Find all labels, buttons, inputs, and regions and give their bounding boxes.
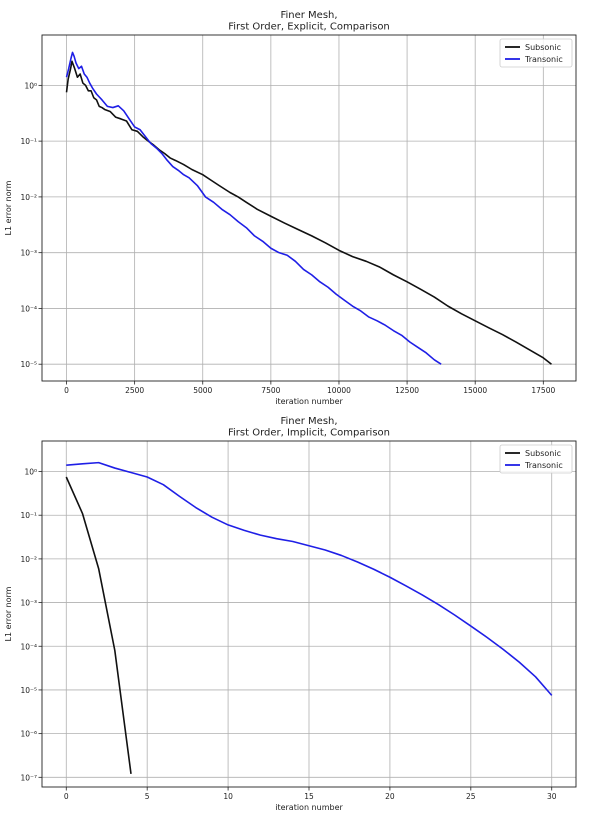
x-tick-label: 10000 [327,386,351,395]
x-tick-label: 0 [64,792,69,801]
x-tick-label: 5000 [193,386,212,395]
y-axis-label: L1 error norm [4,180,13,235]
x-tick-label: 15 [304,792,314,801]
y-tick-label: 10⁰ [24,468,37,477]
y-tick-label: 10⁻⁷ [20,773,37,782]
x-axis-label: iteration number [275,803,343,812]
y-tick-label: 10⁻¹ [20,511,37,520]
x-tick-label: 20 [385,792,395,801]
y-tick-label: 10⁻³ [20,249,37,258]
y-tick-label: 10⁰ [24,81,37,90]
chart-1: Finer Mesh,First Order, Explicit, Compar… [4,10,577,406]
chart-title-line: Finer Mesh, [280,10,337,21]
axes-frame [41,440,577,788]
legend-box [499,444,573,474]
chart-title-line: First Order, Implicit, Comparison [228,428,390,439]
chart-2: Finer Mesh,First Order, Implicit, Compar… [4,416,577,812]
x-tick-label: 25 [466,792,476,801]
legend-label: Transonic [524,461,563,470]
legend-label: Transonic [524,55,563,64]
x-tick-label: 2500 [125,386,144,395]
x-axis-label: iteration number [275,397,343,406]
y-tick-label: 10⁻⁴ [20,642,37,651]
x-tick-label: 7500 [261,386,280,395]
chart-title-line: First Order, Explicit, Comparison [228,22,390,33]
y-tick-label: 10⁻⁶ [20,730,37,739]
y-tick-label: 10⁻⁵ [20,360,37,369]
legend: Subsonic Transonic [499,38,573,68]
axes-frame [41,34,577,382]
y-tick-label: 10⁻² [20,193,37,202]
series-line-subsonic [65,60,552,365]
y-tick-label: 10⁻³ [20,599,37,608]
series-line-transonic [66,461,553,696]
legend-label: Subsonic [525,449,561,458]
x-tick-label: 10 [223,792,233,801]
x-tick-label: 15000 [463,386,487,395]
y-tick-label: 10⁻¹ [20,137,37,146]
x-tick-label: 30 [547,792,557,801]
x-tick-label: 0 [64,386,69,395]
x-tick-label: 12500 [395,386,419,395]
legend: Subsonic Transonic [499,444,573,474]
legend-label: Subsonic [525,43,561,52]
y-tick-label: 10⁻⁵ [20,686,37,695]
x-tick-label: 17500 [531,386,555,395]
x-tick-label: 5 [145,792,150,801]
legend-box [499,38,573,68]
chart-title-line: Finer Mesh, [280,416,337,427]
y-tick-label: 10⁻² [20,555,37,564]
y-tick-label: 10⁻⁴ [20,304,37,313]
series-line-transonic [65,51,442,365]
y-axis-label: L1 error norm [4,586,13,641]
series-line-subsonic [65,476,132,774]
